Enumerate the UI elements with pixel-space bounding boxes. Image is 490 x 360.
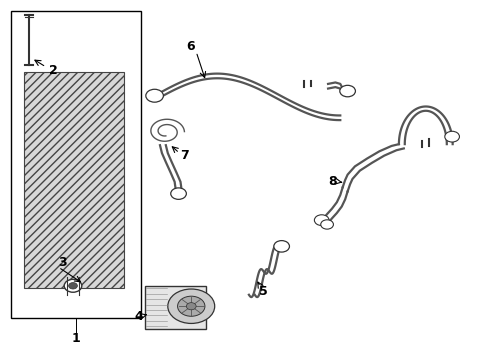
Bar: [11, 12, 141, 318]
Circle shape: [171, 188, 186, 199]
Circle shape: [186, 303, 196, 310]
Bar: [145, 286, 206, 329]
Circle shape: [177, 296, 205, 316]
Circle shape: [274, 240, 290, 252]
Text: 5: 5: [259, 285, 268, 298]
Circle shape: [340, 85, 355, 97]
Bar: [24, 72, 124, 288]
Text: 3: 3: [58, 256, 67, 269]
Circle shape: [64, 279, 82, 292]
Circle shape: [321, 220, 333, 229]
Circle shape: [168, 289, 215, 323]
Circle shape: [315, 215, 329, 226]
Text: 7: 7: [180, 149, 189, 162]
Text: 1: 1: [72, 332, 81, 345]
Circle shape: [445, 131, 460, 142]
Circle shape: [146, 89, 163, 102]
Circle shape: [69, 283, 77, 289]
Text: 4: 4: [135, 310, 144, 324]
Text: 6: 6: [186, 40, 195, 53]
Text: 2: 2: [49, 64, 57, 77]
Text: 8: 8: [328, 175, 337, 188]
